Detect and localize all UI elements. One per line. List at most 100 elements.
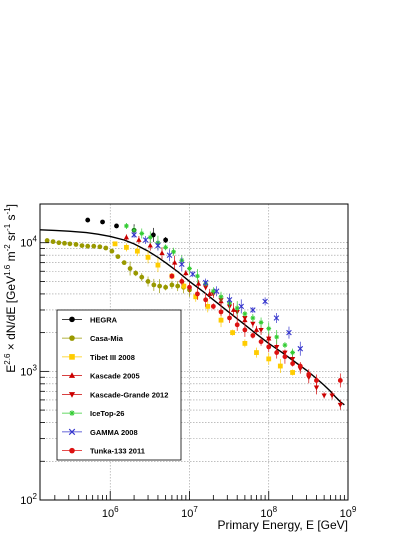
data-point xyxy=(163,237,169,243)
legend-label-casa-mia: Casa-Mia xyxy=(90,334,124,343)
data-point xyxy=(250,315,256,321)
data-point xyxy=(306,371,312,377)
data-point xyxy=(145,254,151,260)
data-point xyxy=(250,307,256,313)
legend-marker-kascade-grande-2012 xyxy=(68,392,76,398)
data-point xyxy=(290,350,296,355)
x-tick-label: 107 xyxy=(181,505,198,520)
data-point xyxy=(329,393,335,399)
data-point xyxy=(203,297,209,303)
legend-label-tibet-iii-2008: Tibet III 2008 xyxy=(90,353,135,362)
data-point xyxy=(337,378,343,383)
data-point xyxy=(210,303,216,309)
data-point xyxy=(218,294,224,300)
data-point xyxy=(282,354,288,360)
data-point xyxy=(321,393,327,399)
data-point xyxy=(171,249,176,255)
data-point xyxy=(202,279,209,286)
data-point xyxy=(277,363,283,369)
data-point xyxy=(127,266,133,271)
data-point xyxy=(179,261,185,268)
x-tick-label: 109 xyxy=(340,505,357,520)
data-point xyxy=(103,245,109,251)
data-point xyxy=(193,294,199,300)
data-point xyxy=(85,217,91,223)
data-points-layer xyxy=(44,217,343,410)
data-point xyxy=(100,219,105,225)
data-point xyxy=(145,279,151,284)
data-point xyxy=(250,321,256,327)
data-point xyxy=(273,315,280,321)
data-point xyxy=(242,316,248,321)
legend-marker-tunka-133-2011 xyxy=(69,447,75,454)
data-point xyxy=(213,288,220,294)
data-point xyxy=(50,239,56,245)
data-point xyxy=(155,262,161,268)
data-point xyxy=(142,237,149,243)
series-tunka-133-2011 xyxy=(169,273,343,388)
data-point xyxy=(139,274,145,280)
data-point xyxy=(274,334,280,340)
data-point xyxy=(254,350,259,355)
data-point xyxy=(169,282,175,288)
data-point xyxy=(85,243,91,249)
data-point xyxy=(210,288,216,294)
data-point xyxy=(266,344,272,350)
data-point xyxy=(290,361,296,366)
data-point xyxy=(258,339,264,345)
legend-label-kascade-2005: Kascade 2005 xyxy=(90,372,140,381)
data-point xyxy=(163,284,169,290)
data-point xyxy=(207,291,213,296)
x-axis-title: Primary Energy, E [GeV] xyxy=(218,518,348,532)
data-point xyxy=(62,240,67,246)
data-point xyxy=(266,336,272,342)
series-tibet-iii-2008 xyxy=(112,241,296,376)
data-point xyxy=(115,254,121,260)
data-point xyxy=(163,244,169,250)
legend-marker-hegra xyxy=(69,316,75,323)
x-tick-label: 106 xyxy=(102,505,119,520)
data-point xyxy=(289,356,296,362)
data-point xyxy=(266,356,272,362)
data-point xyxy=(91,243,97,249)
data-point xyxy=(286,329,292,336)
data-point xyxy=(56,240,62,246)
data-point xyxy=(147,234,153,240)
data-point xyxy=(242,327,248,333)
data-point xyxy=(242,340,248,346)
data-point xyxy=(44,238,50,243)
legend-label-gamma-2008: GAMMA 2008 xyxy=(90,428,138,437)
data-point xyxy=(205,303,211,309)
data-point xyxy=(242,311,248,317)
axis-ticks xyxy=(40,203,349,501)
data-point xyxy=(187,284,192,290)
x-tick-label: 108 xyxy=(260,505,277,520)
data-point xyxy=(258,327,264,333)
legend-marker-gamma-2008 xyxy=(68,428,76,436)
data-point xyxy=(258,320,264,325)
data-point xyxy=(262,298,268,305)
data-point xyxy=(131,227,137,233)
data-point xyxy=(230,307,237,312)
data-point xyxy=(337,402,343,408)
data-point xyxy=(313,385,320,391)
data-point xyxy=(195,273,200,279)
data-point xyxy=(266,326,272,331)
legend: HEGRA Casa-Mia Tibet III 2008 Kascade 2005 K… xyxy=(56,309,182,461)
data-point xyxy=(230,330,236,336)
data-point xyxy=(234,305,240,311)
y-axis-title: E2.6 × dN/dE [GeV1.6 m-2 sr-1 s-1] xyxy=(3,204,18,373)
data-point xyxy=(175,283,181,289)
legend-marker-icetop-26 xyxy=(69,410,75,416)
legend-marker-casa-mia xyxy=(69,335,75,341)
data-point xyxy=(282,342,288,348)
legend-label-hegra: HEGRA xyxy=(90,315,118,324)
data-point xyxy=(131,232,137,238)
data-point xyxy=(139,231,145,236)
data-point xyxy=(297,363,303,369)
plot-frame xyxy=(39,203,349,501)
data-point xyxy=(234,322,240,328)
data-point xyxy=(133,270,139,276)
data-point xyxy=(151,282,157,288)
